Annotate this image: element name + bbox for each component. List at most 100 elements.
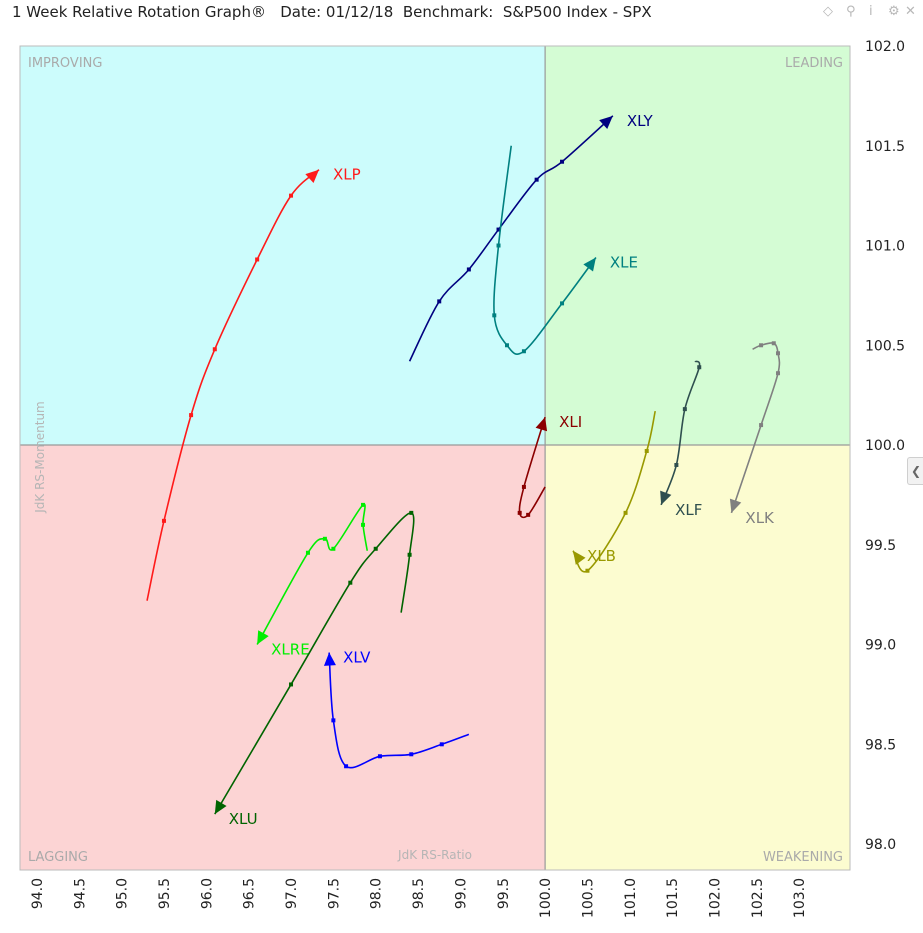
tail-point bbox=[674, 462, 679, 467]
x-tick-label: 101.0 bbox=[623, 878, 639, 918]
quadrant-weakening bbox=[545, 445, 850, 870]
tail-point bbox=[585, 568, 590, 573]
tail-label-xli: XLI bbox=[559, 413, 582, 431]
rrg-tails: XLP XLY XLE XLI XLF XLK XLB XLRE XLV XLU bbox=[146, 112, 781, 828]
tail-point bbox=[437, 299, 442, 304]
side-panel-toggle[interactable]: ❮ bbox=[907, 457, 923, 485]
tail-point bbox=[521, 484, 526, 489]
tail-label-xly: XLY bbox=[627, 112, 654, 130]
quadrant-label-weakening: WEAKENING bbox=[763, 850, 843, 865]
x-tick-label: 99.0 bbox=[453, 878, 469, 909]
tail-xlu[interactable]: XLU bbox=[214, 510, 415, 828]
y-tick-label: 102.0 bbox=[865, 39, 905, 55]
x-tick-label: 96.0 bbox=[199, 878, 215, 909]
tail-point bbox=[344, 764, 349, 769]
tail-label-xlu: XLU bbox=[229, 810, 258, 828]
tail-point bbox=[373, 546, 378, 551]
tail-arrowhead bbox=[583, 257, 596, 272]
x-tick-label: 102.5 bbox=[750, 878, 766, 918]
tail-point bbox=[409, 510, 414, 515]
x-tick-label: 103.0 bbox=[792, 878, 808, 918]
title-bar: 1 Week Relative Rotation Graph® Date: 01… bbox=[0, 0, 923, 30]
tail-point bbox=[255, 257, 260, 262]
tail-point bbox=[361, 522, 366, 527]
tail-point bbox=[289, 193, 294, 198]
tail-xlf[interactable]: XLF bbox=[660, 360, 702, 519]
x-tick-label: 97.5 bbox=[326, 878, 342, 909]
tail-arrowhead bbox=[729, 498, 742, 513]
tail-point bbox=[409, 752, 414, 757]
tail-point bbox=[534, 177, 539, 182]
x-tick-label: 102.0 bbox=[707, 878, 723, 918]
tail-point bbox=[496, 243, 501, 248]
tail-xlv[interactable]: XLV bbox=[323, 649, 470, 769]
tail-label-xle: XLE bbox=[610, 253, 638, 271]
settings-icon[interactable]: ⚙ bbox=[888, 4, 900, 19]
tail-point bbox=[305, 550, 310, 555]
tail-arrowhead bbox=[599, 115, 613, 129]
x-tick-label: 100.5 bbox=[580, 878, 596, 918]
tail-xlre[interactable]: XLRE bbox=[256, 502, 369, 659]
tail-arrowhead bbox=[535, 417, 548, 432]
y-tick-label: 100.0 bbox=[865, 438, 905, 454]
x-tick-label: 101.5 bbox=[665, 878, 681, 918]
tail-xli[interactable]: XLI bbox=[517, 413, 582, 519]
tail-point bbox=[189, 413, 194, 418]
close-icon[interactable]: ✕ bbox=[905, 4, 916, 19]
tail-xle[interactable]: XLE bbox=[492, 145, 638, 355]
tail-point bbox=[407, 552, 412, 557]
tail-label-xlk: XLK bbox=[745, 509, 775, 527]
tail-label-xlre: XLRE bbox=[271, 641, 310, 659]
x-axis-label: JdK RS-Ratio bbox=[397, 848, 472, 862]
tail-point bbox=[776, 351, 781, 356]
tail-label-xlv: XLV bbox=[343, 649, 371, 667]
tail-point bbox=[496, 227, 501, 232]
y-tick-label: 98.5 bbox=[865, 737, 896, 753]
tail-point bbox=[682, 407, 687, 412]
quadrant-lagging bbox=[20, 445, 546, 870]
tail-arrowhead bbox=[573, 550, 586, 565]
x-tick-label: 98.5 bbox=[411, 878, 427, 909]
tail-point bbox=[331, 718, 336, 723]
info-icon[interactable]: ⅰ bbox=[869, 4, 873, 19]
tail-label-xlb: XLB bbox=[587, 547, 616, 565]
quadrant-leading bbox=[545, 46, 850, 446]
tail-point bbox=[759, 343, 764, 348]
y-tick-label: 101.0 bbox=[865, 239, 905, 255]
x-tick-label: 95.5 bbox=[157, 878, 173, 909]
tail-xlp[interactable]: XLP bbox=[146, 166, 361, 601]
tail-xlb[interactable]: XLB bbox=[572, 410, 656, 573]
plot-frame bbox=[19, 45, 851, 871]
quadrant-improving bbox=[20, 46, 546, 446]
tail-point bbox=[560, 159, 565, 164]
tail-point bbox=[697, 365, 702, 370]
tail-arrowhead bbox=[305, 169, 319, 183]
y-tick-label: 99.5 bbox=[865, 538, 896, 554]
tail-point bbox=[348, 580, 353, 585]
quadrant-label-leading: LEADING bbox=[785, 56, 843, 71]
tail-point bbox=[526, 512, 531, 517]
diamond-icon[interactable]: ◇ bbox=[823, 4, 833, 19]
tail-xlk[interactable]: XLK bbox=[729, 341, 781, 527]
x-tick-label: 97.0 bbox=[284, 878, 300, 909]
x-tick-label: 96.5 bbox=[242, 878, 258, 909]
tail-line-xlu bbox=[214, 512, 415, 815]
tail-point bbox=[521, 349, 526, 354]
tail-xly[interactable]: XLY bbox=[408, 112, 654, 362]
y-tick-label: 101.5 bbox=[865, 139, 905, 155]
x-axis-ticks: 94.0 94.5 95.0 95.5 96.0 96.5 97.0 97.5 98.0 98.5… bbox=[30, 878, 808, 918]
tail-arrowhead bbox=[257, 630, 269, 645]
x-tick-label: 95.0 bbox=[115, 878, 131, 909]
y-axis-label: JdK RS-Momentum bbox=[33, 401, 47, 514]
tail-point bbox=[289, 682, 294, 687]
x-tick-label: 98.0 bbox=[369, 878, 385, 909]
pin-icon[interactable]: ⚲ bbox=[846, 4, 856, 19]
y-tick-label: 100.5 bbox=[865, 338, 905, 354]
tail-point bbox=[439, 742, 444, 747]
tail-arrowhead bbox=[323, 652, 336, 666]
tail-point bbox=[759, 423, 764, 428]
tail-point bbox=[623, 510, 628, 515]
tail-point bbox=[771, 341, 776, 346]
y-axis-ticks: 98.0 98.5 99.0 99.5 100.0 100.5 101.0 101.5 102.… bbox=[865, 39, 905, 853]
